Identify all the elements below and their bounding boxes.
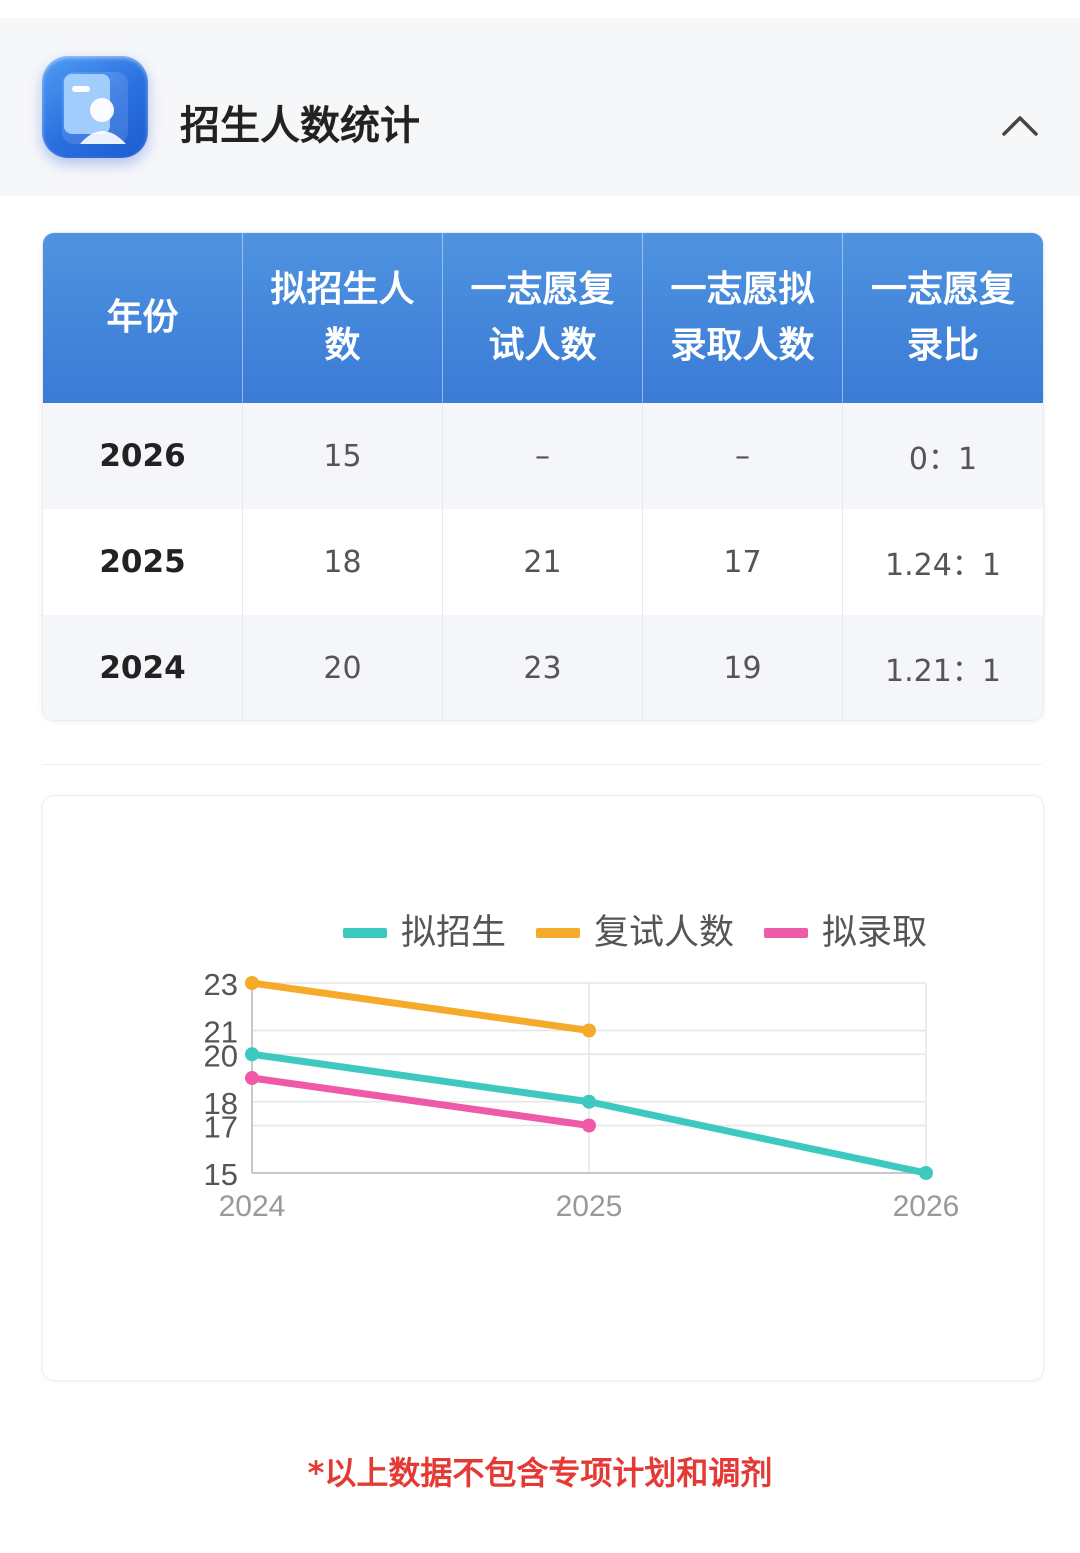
column-header-retest: 一志愿复试人数 <box>443 233 643 403</box>
y-tick-label: 17 <box>204 1110 238 1145</box>
footnote: *以上数据不包含专项计划和调剂 <box>307 1454 773 1492</box>
table-cell: 0：1 <box>908 442 978 477</box>
y-tick-label: 15 <box>204 1157 238 1192</box>
table-row: 2026 15 – – 0：1 <box>43 403 1043 509</box>
legend-swatch <box>536 928 580 938</box>
legend-label: 拟招生 <box>401 913 506 953</box>
table-cell-year: 2025 <box>43 509 243 615</box>
table-cell: 21 <box>443 509 643 615</box>
chevron-up-icon[interactable] <box>996 104 1044 148</box>
table-cell-year: 2024 <box>43 615 243 720</box>
data-point <box>582 1023 596 1038</box>
table-cell: 19 <box>643 615 843 720</box>
y-tick-label: 23 <box>204 967 238 1002</box>
x-tick-label: 2025 <box>556 1190 623 1223</box>
table-cell: 23 <box>443 615 643 720</box>
enrollment-table: 年份 拟招生人数 一志愿复试人数 一志愿拟录取人数 一志愿复录比 2026 15… <box>42 232 1044 721</box>
table-cell: – <box>643 403 843 509</box>
data-point <box>582 1094 596 1109</box>
table-cell: 18 <box>243 509 443 615</box>
data-point <box>919 1166 933 1180</box>
table-row: 2024 20 23 19 1.21：1 <box>43 615 1043 720</box>
table-cell: – <box>443 403 643 509</box>
column-header-year: 年份 <box>43 233 243 403</box>
y-tick-label: 18 <box>204 1086 238 1121</box>
column-header-ratio: 一志愿复录比 <box>870 269 1015 366</box>
table-row: 2025 18 21 17 1.24：1 <box>43 509 1043 615</box>
series-line <box>248 1074 593 1129</box>
legend-swatch <box>764 928 808 938</box>
table-cell: 17 <box>643 509 843 615</box>
table-cell: 15 <box>243 403 443 509</box>
series-line <box>248 979 593 1034</box>
table-header: 年份 拟招生人数 一志愿复试人数 一志愿拟录取人数 一志愿复录比 <box>43 233 1043 403</box>
person-card-icon <box>42 56 148 158</box>
table-cell: 1.24：1 <box>885 548 1001 583</box>
chart-card: 15 17 18 20 21 23 2024 2025 2026 拟招生 复试人数 拟录取 <box>42 795 1044 1381</box>
column-header-admitted: 一志愿拟录取人数 <box>643 233 843 403</box>
y-tick-label: 20 <box>204 1038 238 1073</box>
data-point <box>245 1071 259 1085</box>
divider <box>42 764 1042 765</box>
y-tick-label: 21 <box>204 1015 238 1050</box>
x-tick-label: 2024 <box>219 1190 286 1223</box>
table-cell: 20 <box>243 615 443 720</box>
table-cell: 1.21：1 <box>885 654 1001 689</box>
legend-label: 复试人数 <box>594 913 734 953</box>
column-header-planned: 拟招生人数 <box>243 233 443 403</box>
data-point <box>245 1047 259 1062</box>
section-header[interactable]: 招生人数统计 <box>0 18 1080 196</box>
page-title: 招生人数统计 <box>180 103 420 149</box>
legend-swatch <box>343 928 387 938</box>
x-tick-label: 2026 <box>893 1190 960 1223</box>
data-point <box>245 976 259 990</box>
table-cell-year: 2026 <box>43 403 243 509</box>
legend-label: 拟录取 <box>822 913 927 953</box>
data-point <box>582 1118 596 1133</box>
